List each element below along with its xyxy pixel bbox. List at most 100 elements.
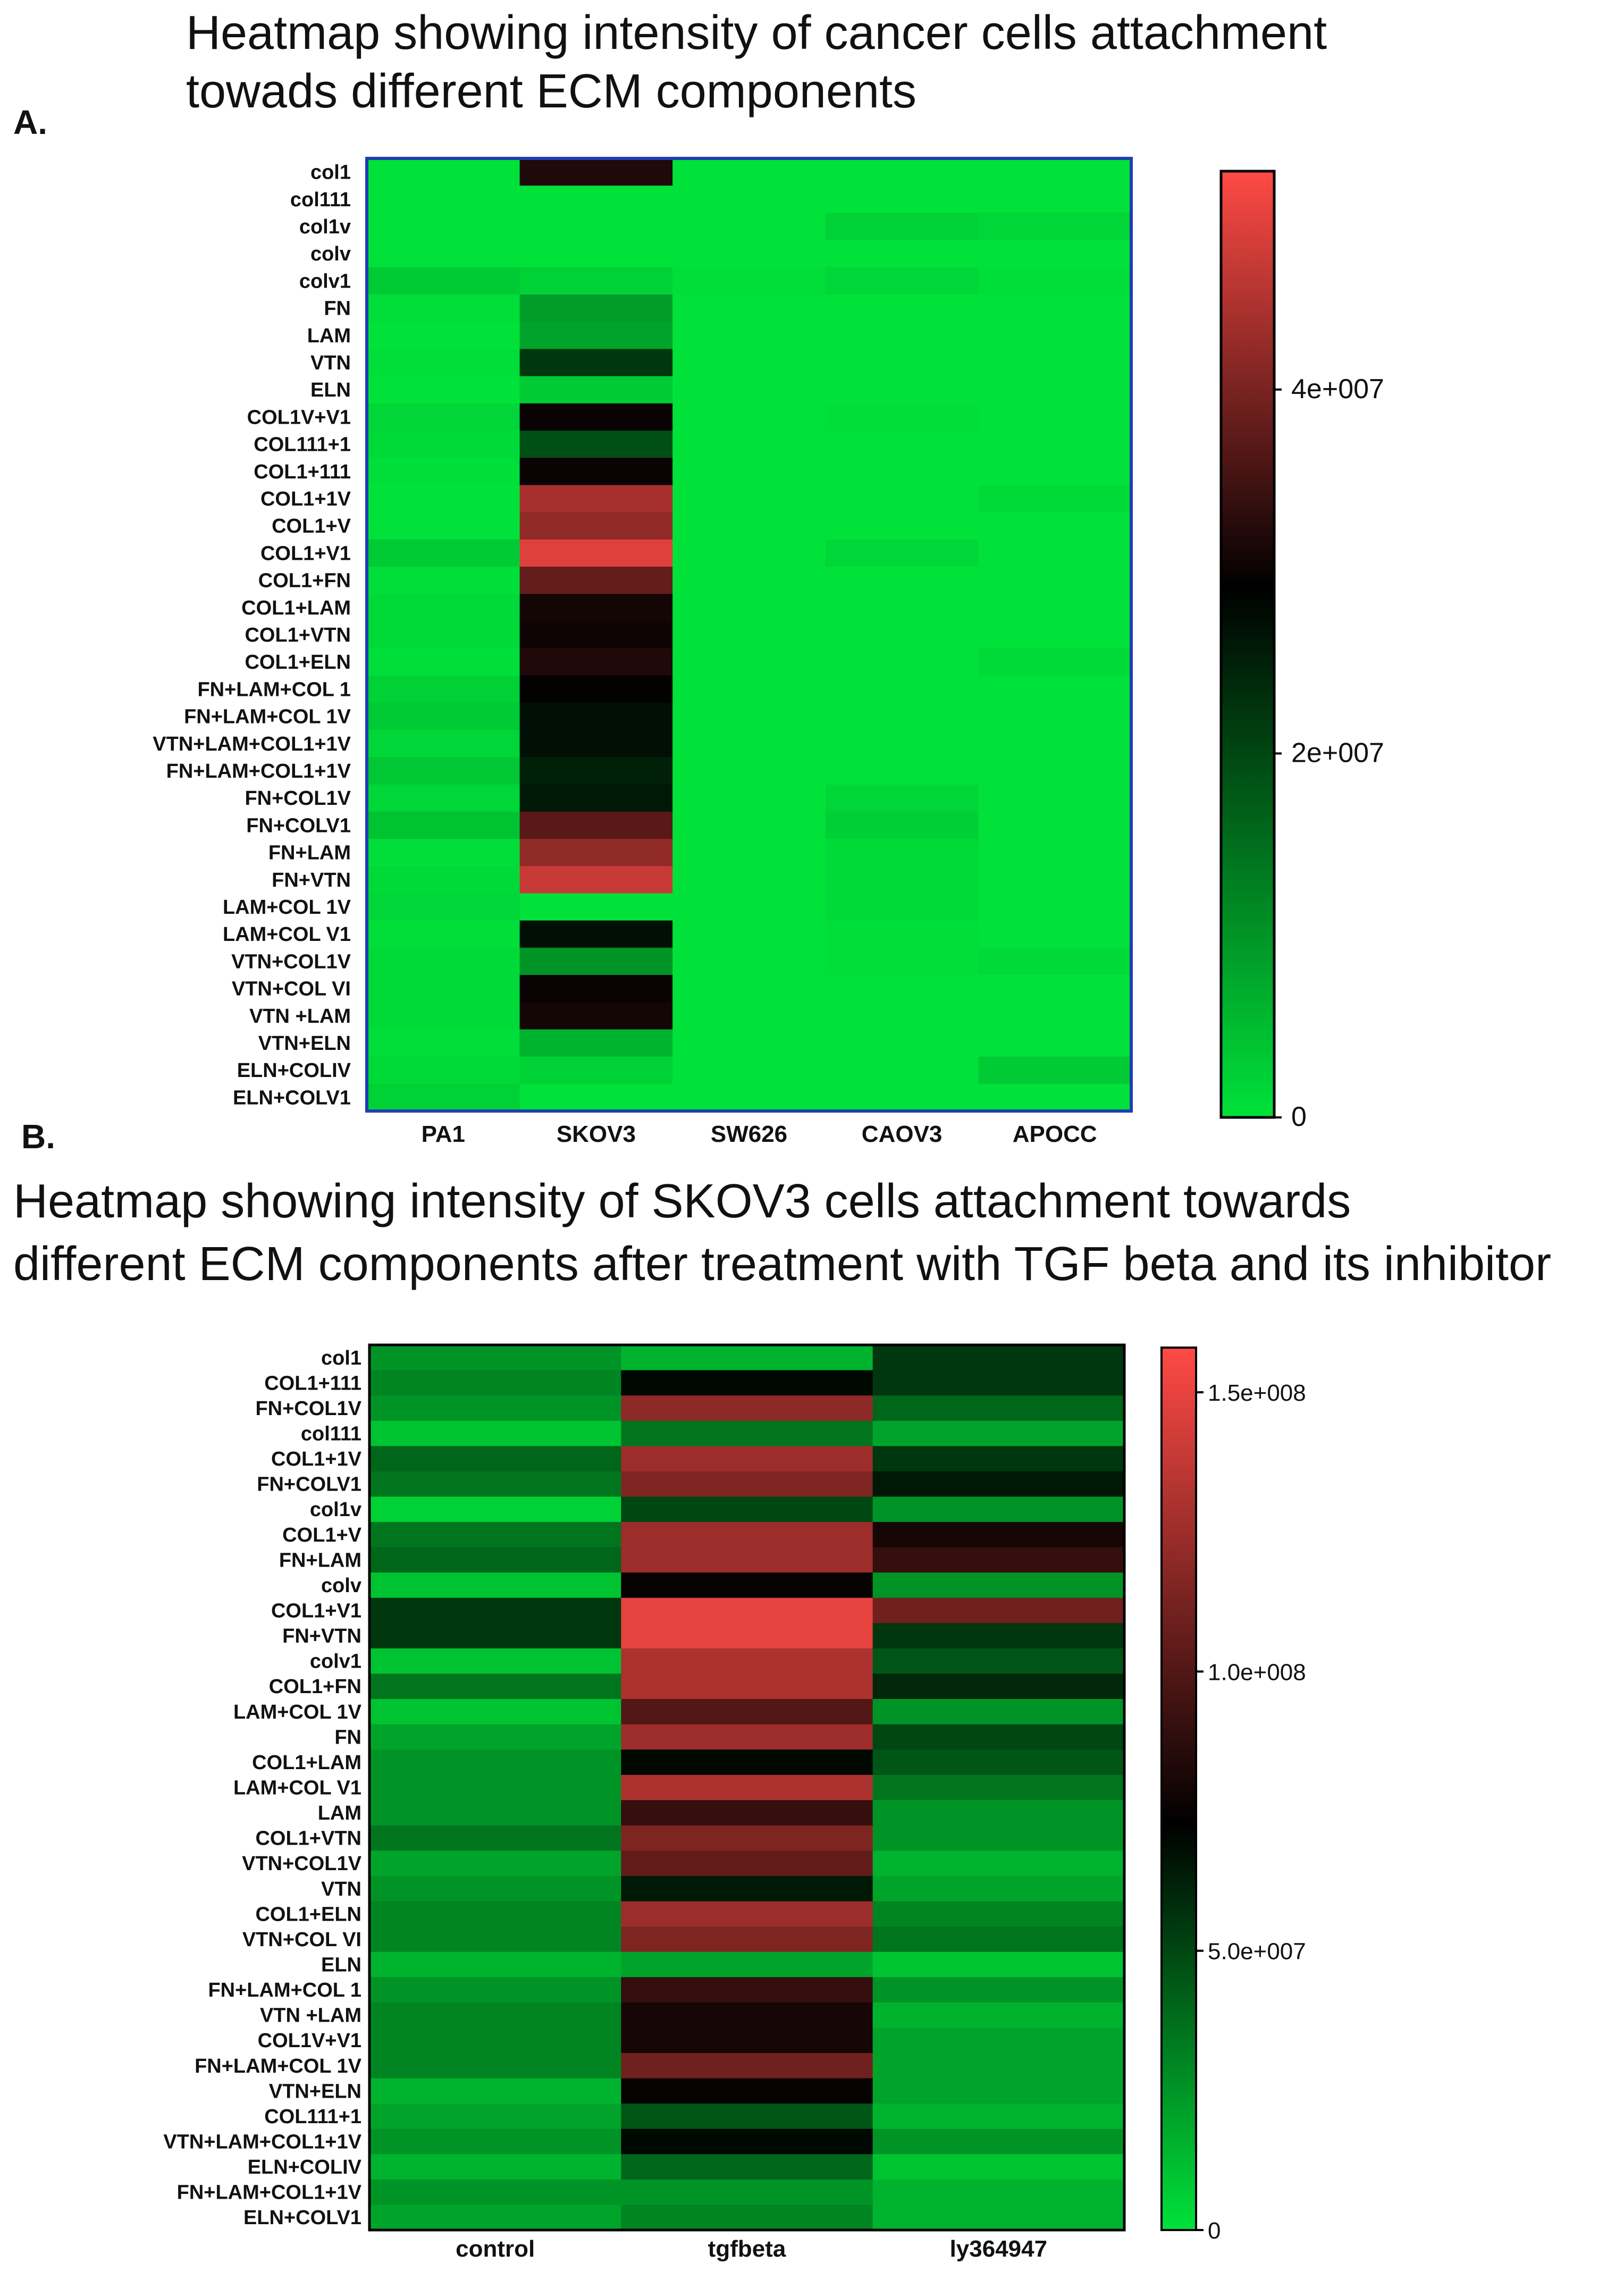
heatmap-b-cell-6-2 <box>872 1496 1125 1522</box>
heatmap-a-cell-22-1 <box>519 757 673 785</box>
heatmap-b-row-label: COL1+V <box>282 1524 362 1546</box>
heatmap-a-cell-23-2 <box>672 784 826 812</box>
heatmap-a-cell-13-0 <box>367 512 520 540</box>
heatmap-a-row-label: VTN+COL1V <box>231 950 351 973</box>
colorbar-b-tick-label: 5.0e+007 <box>1208 1939 1306 1965</box>
heatmap-b-row-label: COL1+LAM <box>252 1752 361 1774</box>
heatmap-a-cell-10-2 <box>672 431 826 458</box>
colorbar-b-tick-label: 0 <box>1208 2218 1221 2244</box>
heatmap-b-cell-11-2 <box>872 1623 1125 1649</box>
heatmap-a-cell-8-0 <box>367 376 520 404</box>
heatmap-a-cell-33-2 <box>672 1056 826 1084</box>
heatmap-b-row-label: COL1+V1 <box>271 1600 361 1622</box>
heatmap-a-cell-20-0 <box>367 703 520 730</box>
heatmap-a-cell-7-3 <box>825 349 979 377</box>
heatmap-a-cell-9-3 <box>825 403 979 431</box>
heatmap-a-cell-30-3 <box>825 975 979 1003</box>
panel-b-column-labels: control tgfbeta ly364947 <box>456 2236 1047 2262</box>
heatmap-b-cell-4-1 <box>621 1446 873 1472</box>
heatmap-b-cell-32-0 <box>369 2154 621 2180</box>
heatmap-a-cell-3-0 <box>367 240 520 268</box>
heatmap-a-cell-28-3 <box>825 920 979 948</box>
colorbar-a-tick-label: 2e+007 <box>1291 737 1384 768</box>
heatmap-b-row-label: FN+LAM+COL 1V <box>195 2055 362 2077</box>
heatmap-a-cell-12-4 <box>978 485 1132 513</box>
heatmap-a-cell-0-4 <box>978 158 1132 186</box>
panel-a-label: A. <box>13 103 47 141</box>
heatmap-a-cell-2-0 <box>367 213 520 241</box>
heatmap-b-cell-7-1 <box>621 1522 873 1548</box>
heatmap-b-cell-33-2 <box>872 2179 1125 2206</box>
heatmap-b-cell-9-0 <box>369 1572 621 1598</box>
heatmap-a-cell-18-2 <box>672 648 826 676</box>
heatmap-b-cell-10-1 <box>621 1597 873 1623</box>
heatmap-b-cell-26-0 <box>369 2002 621 2029</box>
heatmap-a-cell-22-2 <box>672 757 826 785</box>
heatmap-a-cell-20-1 <box>519 703 673 730</box>
panel-b-heatmap <box>369 1345 1125 2231</box>
heatmap-a-cell-32-3 <box>825 1029 979 1057</box>
heatmap-b-cell-17-1 <box>621 1774 873 1801</box>
heatmap-b-row-label: VTN+LAM+COL1+1V <box>163 2131 361 2153</box>
heatmap-a-cell-9-0 <box>367 403 520 431</box>
heatmap-a-cell-4-1 <box>519 267 673 295</box>
heatmap-a-cell-17-4 <box>978 621 1132 649</box>
heatmap-a-cell-6-1 <box>519 322 673 349</box>
panel-a-heatmap-border <box>365 157 1133 1113</box>
heatmap-b-cell-22-1 <box>621 1901 873 1927</box>
heatmap-a-cell-1-1 <box>519 186 673 213</box>
heatmap-a-cell-31-3 <box>825 1002 979 1030</box>
heatmap-a-row-label: FN+LAM+COL 1V <box>184 706 351 728</box>
heatmap-a-cell-29-1 <box>519 947 673 975</box>
heatmap-b-cell-19-1 <box>621 1825 873 1852</box>
heatmap-a-row-label: ELN <box>310 379 351 401</box>
heatmap-b-cell-16-0 <box>369 1749 621 1776</box>
heatmap-a-cell-14-0 <box>367 539 520 567</box>
heatmap-a-cell-8-1 <box>519 376 673 404</box>
heatmap-b-cell-21-2 <box>872 1876 1125 1902</box>
heatmap-b-cell-29-2 <box>872 2078 1125 2104</box>
heatmap-a-row-label: COL1+V1 <box>260 542 351 565</box>
heatmap-b-row-label: COL1+VTN <box>255 1828 361 1850</box>
heatmap-a-cell-32-0 <box>367 1029 520 1057</box>
heatmap-a-cell-13-2 <box>672 512 826 540</box>
heatmap-a-cell-16-4 <box>978 594 1132 621</box>
heatmap-a-cell-1-0 <box>367 186 520 213</box>
heatmap-b-column-label: control <box>456 2236 535 2262</box>
heatmap-b-cell-6-0 <box>369 1496 621 1522</box>
heatmap-a-cell-18-1 <box>519 648 673 676</box>
heatmap-a-cell-1-3 <box>825 186 979 213</box>
heatmap-a-cell-8-2 <box>672 376 826 404</box>
heatmap-b-cell-27-2 <box>872 2027 1125 2054</box>
heatmap-a-cell-16-0 <box>367 594 520 621</box>
heatmap-a-cell-0-1 <box>519 158 673 186</box>
heatmap-b-cell-11-0 <box>369 1623 621 1649</box>
heatmap-a-cell-8-3 <box>825 376 979 404</box>
heatmap-b-cell-15-0 <box>369 1724 621 1750</box>
heatmap-b-row-label: COL1+ELN <box>255 1903 361 1925</box>
panel-b-colorbar-ticks: 1.5e+008 1.0e+008 5.0e+007 0 <box>1196 1380 1306 2244</box>
heatmap-b-cell-15-2 <box>872 1724 1125 1750</box>
heatmap-b-row-label: ELN <box>321 1954 361 1976</box>
heatmap-a-row-label: FN+COL1V <box>245 787 351 810</box>
heatmap-a-cell-25-0 <box>367 839 520 866</box>
heatmap-a-row-label: VTN <box>310 352 351 374</box>
heatmap-a-row-label: FN+LAM+COL1+1V <box>166 760 351 783</box>
heatmap-a-cell-18-0 <box>367 648 520 676</box>
heatmap-a-row-label: col1v <box>299 216 351 238</box>
heatmap-b-cell-25-2 <box>872 1977 1125 2003</box>
heatmap-b-cell-10-2 <box>872 1597 1125 1623</box>
heatmap-b-row-label: col1v <box>310 1499 361 1521</box>
heatmap-a-cell-7-2 <box>672 349 826 377</box>
heatmap-b-row-label: COL111+1 <box>264 2106 361 2128</box>
heatmap-a-cell-19-4 <box>978 675 1132 703</box>
heatmap-a-cell-2-2 <box>672 213 826 241</box>
heatmap-a-cell-19-3 <box>825 675 979 703</box>
heatmap-b-cell-29-0 <box>369 2078 621 2104</box>
heatmap-b-cell-19-2 <box>872 1825 1125 1852</box>
panel-b-row-labels: col1 COL1+111 FN+COL1V col111 COL1+1V FN+COLV… <box>163 1347 361 2229</box>
heatmap-a-cell-23-4 <box>978 784 1132 812</box>
heatmap-a-cell-5-3 <box>825 295 979 322</box>
